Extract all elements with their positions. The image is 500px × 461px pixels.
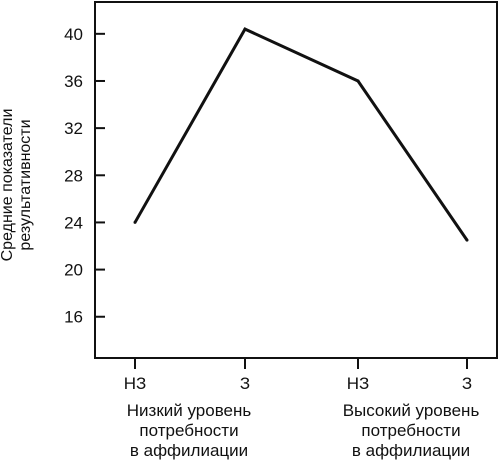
y-tick-label-0: 16 [64, 308, 83, 327]
group-label-high-line-3: в аффилиации [352, 441, 470, 460]
group-label-low-line-2: потребности [139, 421, 238, 440]
x-tick-label-1: З [240, 374, 250, 393]
y-tick-label-1: 20 [64, 261, 83, 280]
plot-frame [94, 1, 498, 359]
y-tick-label-4: 32 [64, 119, 83, 138]
group-label-high-line-2: потребности [361, 421, 460, 440]
y-axis-label-line-2: результативности [17, 119, 34, 250]
y-axis-label-line-1: Средние показатели [0, 109, 16, 262]
data-point-2 [356, 79, 360, 83]
series-layer [133, 27, 469, 242]
x-tick-label-0: НЗ [124, 374, 147, 393]
y-axis-ticks: 16 20 24 28 32 36 40 [64, 25, 105, 327]
y-tick-label-6: 40 [64, 25, 83, 44]
data-point-0 [133, 220, 137, 224]
y-tick-label-5: 36 [64, 72, 83, 91]
x-tick-label-2: НЗ [347, 374, 370, 393]
data-point-3 [465, 238, 469, 242]
group-label-high: Высокий уровень потребности в аффилиации [343, 401, 480, 460]
group-label-low-line-1: Низкий уровень [127, 401, 252, 420]
y-tick-label-2: 24 [64, 213, 83, 232]
x-tick-label-3: З [462, 374, 472, 393]
data-point-1 [243, 27, 247, 31]
x-axis-ticks: НЗ З НЗ З [124, 358, 472, 393]
group-label-high-line-1: Высокий уровень [343, 401, 480, 420]
group-label-low: Низкий уровень потребности в аффилиации [127, 401, 252, 460]
y-tick-label-3: 28 [64, 166, 83, 185]
y-axis-label: Средние показатели результативности [0, 109, 34, 262]
group-label-low-line-3: в аффилиации [130, 441, 248, 460]
series-line-0 [133, 27, 469, 241]
